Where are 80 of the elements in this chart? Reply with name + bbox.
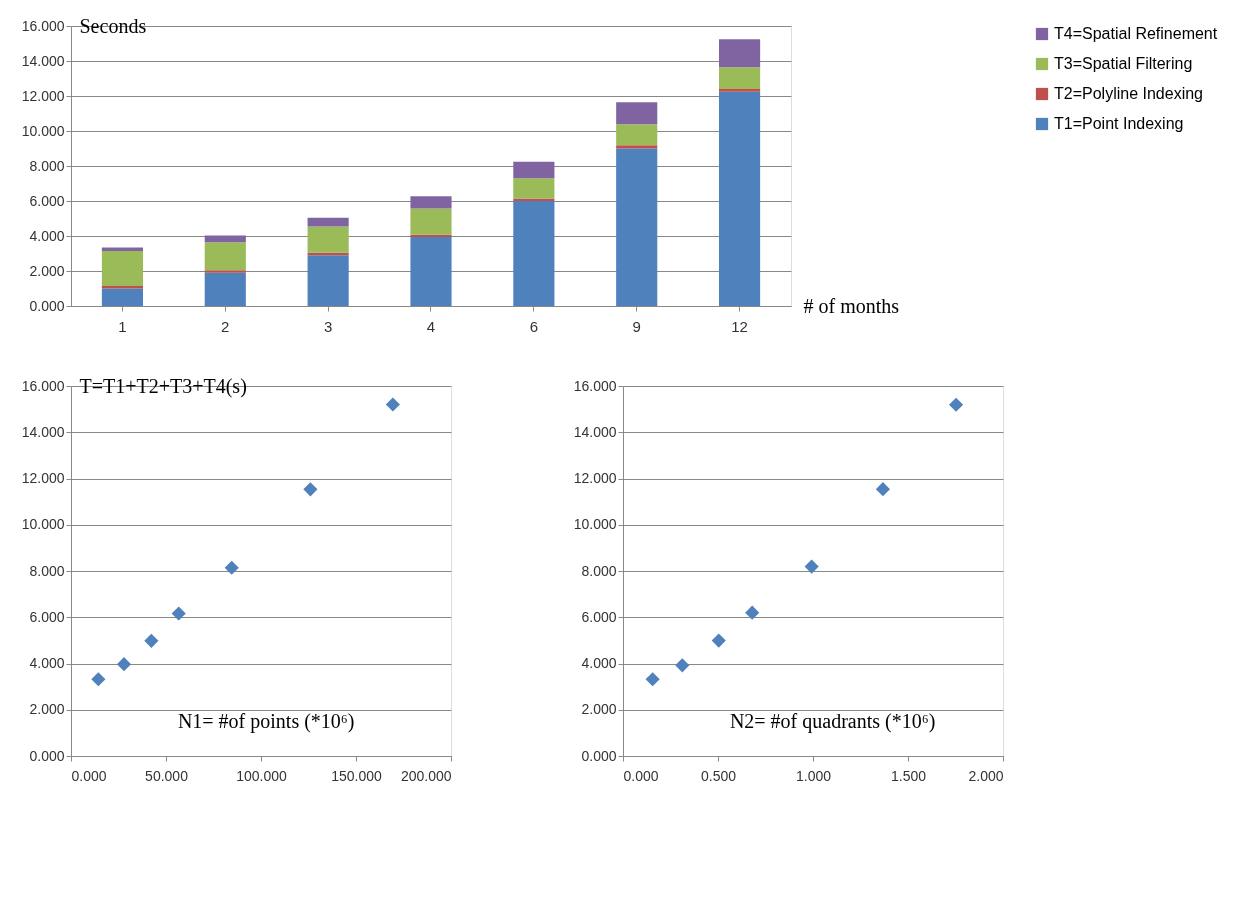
x-tick-label: 12 (731, 317, 748, 335)
legend-label: T3=Spatial Filtering (1054, 55, 1193, 72)
legend-label: T4=Spatial Refinement (1054, 25, 1218, 42)
y-tick-label: 0.000 (581, 747, 617, 764)
y-tick-label: 10.000 (573, 516, 617, 533)
y-tick-label: 8.000 (29, 157, 65, 174)
bar (513, 161, 555, 179)
x-tick-label: 1.000 (795, 767, 832, 784)
x-axis-title: N1= #of points (*10⁶) (177, 709, 355, 733)
bar (616, 102, 658, 125)
bar (719, 67, 761, 89)
y-tick-label: 16.000 (21, 17, 65, 34)
x-tick-label: 200.000 (400, 767, 452, 784)
bar (410, 236, 452, 306)
x-tick-label: 150.000 (331, 767, 383, 784)
bar (307, 217, 349, 227)
y-tick-label: 14.000 (573, 423, 617, 440)
bar (410, 208, 452, 235)
x-axis-title: N2= #of quadrants (*10⁶) (729, 709, 936, 733)
bar (513, 178, 555, 199)
y-tick-label: 4.000 (29, 655, 65, 671)
bar (513, 198, 555, 201)
y-tick-label: 0.000 (29, 747, 65, 764)
y-axis-title: Seconds (79, 14, 147, 37)
x-tick-label: 3 (323, 317, 333, 335)
bar (616, 148, 658, 306)
x-tick-label: 0.500 (700, 767, 737, 784)
y-tick-label: 16.000 (21, 377, 65, 394)
y-tick-label: 4.000 (581, 655, 617, 671)
x-axis-title: # of months (803, 294, 900, 317)
y-tick-label: 6.000 (29, 192, 65, 209)
bar (307, 226, 349, 253)
x-tick-label: 6 (529, 317, 539, 335)
x-tick-label: 4 (426, 317, 436, 335)
bar (101, 288, 143, 306)
x-tick-label: 1.500 (890, 767, 927, 784)
bar (204, 272, 246, 306)
bar (101, 250, 143, 286)
y-tick-label: 2.000 (581, 701, 617, 718)
bar (719, 39, 761, 68)
x-tick-label: 2 (221, 317, 230, 335)
bar (410, 234, 452, 237)
legend-label: T1=Point Indexing (1054, 115, 1184, 132)
x-tick-label: 1 (118, 317, 127, 335)
y-tick-label: 8.000 (29, 562, 65, 579)
x-tick-label: 0.000 (71, 767, 107, 784)
y-tick-label: 12.000 (573, 470, 617, 486)
legend-label: T2=Polyline Indexing (1054, 85, 1203, 102)
bar (204, 242, 246, 271)
bar (204, 235, 246, 243)
y-tick-label: 2.000 (29, 262, 65, 279)
y-tick-label: 14.000 (21, 423, 65, 440)
y-tick-label: 14.000 (21, 52, 65, 69)
y-axis-title: T=T1+T2+T3+T4(s) (79, 374, 247, 398)
y-tick-label: 2.000 (29, 701, 65, 718)
y-tick-label: 4.000 (29, 227, 65, 244)
y-tick-label: 8.000 (581, 562, 617, 579)
bar (616, 124, 658, 146)
y-tick-label: 6.000 (29, 608, 65, 625)
y-tick-label: 0.000 (29, 297, 65, 314)
x-tick-label: 100.000 (236, 767, 288, 784)
x-tick-label: 50.000 (145, 767, 189, 784)
x-tick-label: 9 (632, 317, 641, 335)
bar (513, 201, 555, 306)
bar (616, 145, 658, 149)
x-tick-label: 2.000 (968, 767, 1004, 784)
bar (719, 91, 761, 306)
y-tick-label: 16.000 (573, 377, 617, 394)
bar (101, 285, 143, 289)
bar (719, 89, 761, 92)
bar (307, 255, 349, 306)
y-tick-label: 12.000 (21, 470, 65, 486)
y-tick-label: 12.000 (21, 87, 65, 104)
x-tick-label: 0.000 (623, 767, 659, 784)
y-tick-label: 6.000 (581, 608, 617, 625)
bar (101, 247, 143, 251)
y-tick-label: 10.000 (21, 122, 65, 139)
bar (204, 270, 246, 273)
bar (410, 196, 452, 209)
y-tick-label: 10.000 (21, 516, 65, 533)
